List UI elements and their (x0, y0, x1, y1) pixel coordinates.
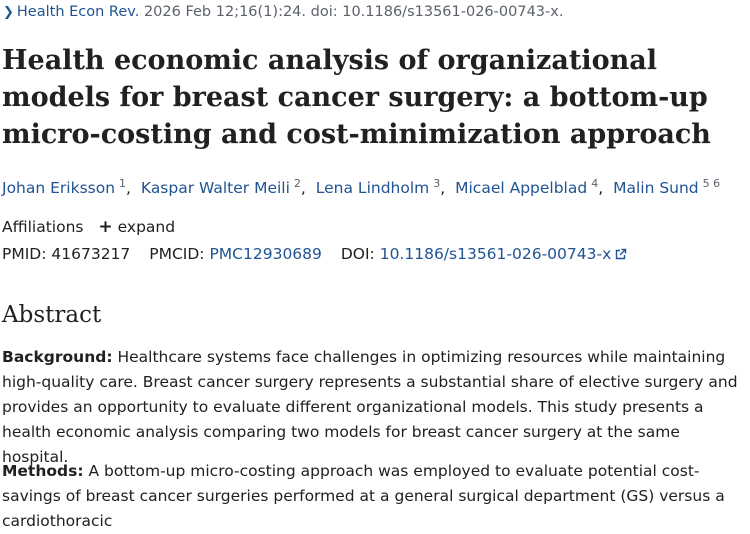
plus-icon: + (98, 217, 113, 237)
expand-label: expand (117, 218, 176, 236)
author-separator: , (440, 179, 446, 197)
author-affiliation-ref[interactable]: 3 (433, 177, 441, 190)
author-affiliation-ref[interactable]: 1 (119, 177, 127, 190)
author-separator: , (126, 179, 131, 197)
journal-link[interactable]: Health Econ Rev. (16, 4, 140, 20)
author-link[interactable]: Lena Lindholm (315, 179, 430, 197)
abstract-methods: Methods: A bottom-up micro-costing appro… (2, 459, 742, 534)
author-separator: , (300, 179, 306, 197)
background-label: Background: (2, 348, 113, 366)
author-link[interactable]: Kaspar Walter Meili (140, 179, 290, 197)
abstract-heading: Abstract (2, 302, 102, 328)
methods-text: A bottom-up micro-costing approach was e… (2, 462, 725, 530)
author-list: Johan Eriksson 1, Kaspar Walter Meili 2, L… (2, 177, 720, 197)
external-link-icon (616, 248, 627, 260)
author-link[interactable]: Micael Appelblad (455, 179, 588, 197)
pmcid-link[interactable]: PMC12930689 (209, 245, 322, 263)
author-separator: , (598, 179, 604, 197)
citation-details: 2026 Feb 12;16(1):24. doi: 10.1186/s1356… (143, 4, 564, 20)
background-text: Healthcare systems face challenges in op… (2, 348, 738, 466)
identifiers-row: PMID: 41673217 PMCID: PMC12930689 DOI: 1… (2, 245, 627, 263)
affiliations-expand-button[interactable]: + expand (98, 217, 176, 237)
chevron-right-icon: ❯ (3, 5, 14, 20)
abstract-background: Background: Healthcare systems face chal… (2, 345, 742, 470)
pmid-label: PMID: (2, 245, 47, 263)
pmid-value: 41673217 (51, 245, 131, 263)
citation-line: ❯ Health Econ Rev. 2026 Feb 12;16(1):24. … (0, 4, 563, 20)
doi-label: DOI: (340, 245, 375, 263)
pmcid-label: PMCID: (149, 245, 205, 263)
article-title: Health economic analysis of organization… (2, 45, 711, 150)
author-affiliation-ref[interactable]: 5 6 (702, 177, 721, 190)
affiliations-row: Affiliations + expand (2, 217, 175, 237)
author-link[interactable]: Johan Eriksson (2, 179, 116, 197)
author-link[interactable]: Malin Sund (613, 179, 699, 197)
author-affiliation-ref[interactable]: 4 (591, 177, 599, 190)
author-affiliation-ref[interactable]: 2 (293, 177, 301, 190)
methods-label: Methods: (2, 462, 84, 480)
doi-value: 10.1186/s13561-026-00743-x (379, 245, 612, 263)
doi-link[interactable]: 10.1186/s13561-026-00743-x (380, 245, 628, 263)
affiliations-label: Affiliations (2, 218, 84, 236)
